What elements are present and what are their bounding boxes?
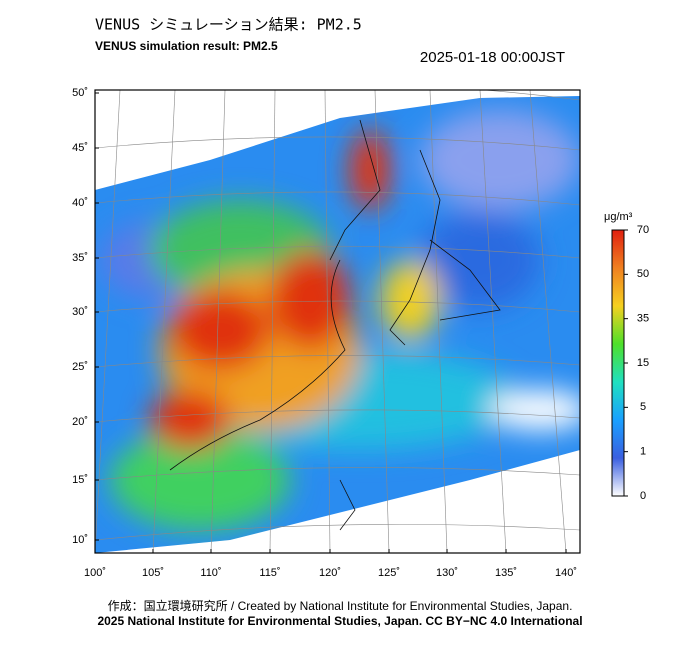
colorbar-unit: μg/m³ [604,211,633,223]
colorbar-label: 35 [637,313,649,325]
colorbar-label: 15 [637,357,649,369]
colorbar-label: 5 [640,401,646,413]
title: VENUS シミュレーション結果: PM2.5 [95,16,362,34]
axis-labels: 50˚ 45˚ 40˚ 35˚ 30˚ 25˚ 20˚ 15˚ 10˚ 100˚ 105˚ 110˚ 1… [72,87,577,579]
lat-label: 10˚ [72,534,88,546]
credit: 作成：国立環境研究所 / Created by National Institu… [108,598,573,613]
lat-label: 15˚ [72,474,88,486]
lon-label: 115˚ [259,567,280,579]
lat-label: 25˚ [72,361,88,373]
lon-label: 105˚ [142,567,164,579]
lat-label: 20˚ [72,416,88,428]
lon-label: 135˚ [495,567,517,579]
lat-label: 30˚ [72,306,88,318]
lon-label: 125˚ [378,567,400,579]
lon-label: 100˚ [84,567,106,579]
lon-label: 140˚ [555,567,577,579]
subtitle: VENUS simulation result: PM2.5 [95,39,278,53]
datetime: 2025-01-18 00:00JST [420,49,565,66]
lon-label: 120˚ [319,567,341,579]
license: 2025 National Institute for Environmenta… [97,614,582,628]
lat-label: 40˚ [72,197,88,209]
map-frame [94,89,581,554]
lat-label: 35˚ [72,252,88,264]
map-area [95,90,580,553]
colorbar-label: 70 [637,224,649,236]
colorbar-label: 50 [637,268,649,280]
lon-label: 130˚ [436,567,458,579]
lat-label: 50˚ [72,87,88,99]
lat-label: 45˚ [72,142,88,154]
lon-label: 110˚ [200,567,221,579]
colorbar-label: 1 [640,446,646,458]
colorbar-label: 0 [640,490,646,502]
colorbar [612,230,624,496]
